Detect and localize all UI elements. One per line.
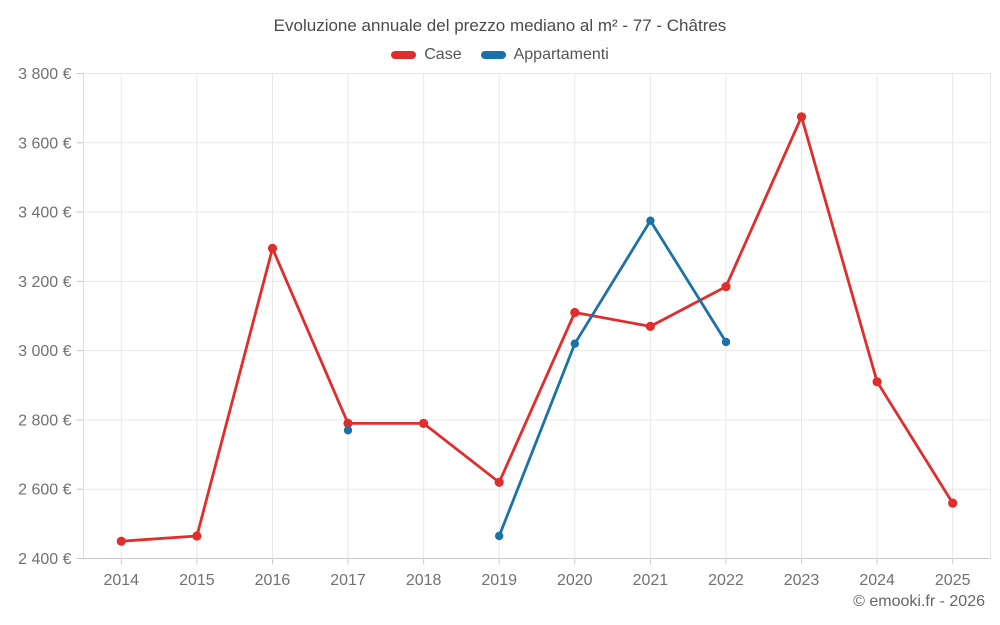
data-point-case[interactable] <box>192 531 202 541</box>
x-axis-label: 2025 <box>935 572 971 589</box>
x-axis-label: 2014 <box>103 572 139 589</box>
legend-swatch-case <box>391 51 417 59</box>
y-axis-label: 3 400 € <box>18 205 71 222</box>
x-axis-label: 2021 <box>633 572 669 589</box>
legend-item-case[interactable]: Case <box>391 46 462 64</box>
y-axis-label: 3 000 € <box>18 343 71 360</box>
legend-item-appartamenti[interactable]: Appartamenti <box>480 46 609 64</box>
attribution: © emooki.fr - 2026 <box>853 593 985 610</box>
x-axis-label: 2022 <box>708 572 744 589</box>
y-axis-label: 3 200 € <box>18 274 71 291</box>
data-point-case[interactable] <box>116 536 126 546</box>
data-point-appartamenti[interactable] <box>570 339 579 348</box>
data-point-case[interactable] <box>343 418 353 428</box>
data-point-case[interactable] <box>645 321 656 331</box>
x-axis-label: 2023 <box>784 572 820 589</box>
y-axis-label: 2 800 € <box>18 412 71 429</box>
data-point-case[interactable] <box>796 112 807 122</box>
data-point-appartamenti[interactable] <box>646 216 655 225</box>
data-point-appartamenti[interactable] <box>495 531 504 541</box>
y-axis-label: 3 600 € <box>18 135 71 152</box>
chart-title: Evoluzione annuale del prezzo mediano al… <box>273 16 727 35</box>
data-point-case[interactable] <box>570 307 580 318</box>
data-point-case[interactable] <box>267 243 278 253</box>
y-axis-label: 2 400 € <box>18 551 71 568</box>
x-axis-label: 2016 <box>255 572 291 589</box>
data-point-case[interactable] <box>872 377 882 387</box>
legend-swatch-appartamenti <box>480 51 506 59</box>
data-point-appartamenti[interactable] <box>343 426 353 435</box>
x-axis-label: 2018 <box>406 572 442 589</box>
data-point-case[interactable] <box>494 477 504 487</box>
x-axis-label: 2019 <box>481 572 517 589</box>
x-axis-label: 2024 <box>859 572 895 589</box>
x-axis-label: 2020 <box>557 572 593 589</box>
data-point-case[interactable] <box>419 418 429 428</box>
legend-label: Appartamenti <box>513 46 609 63</box>
x-axis-label: 2015 <box>179 572 215 589</box>
y-axis-label: 2 600 € <box>18 482 71 499</box>
legend-label: Case <box>424 46 462 63</box>
data-point-case[interactable] <box>948 498 958 508</box>
y-axis-label: 3 800 € <box>18 66 71 83</box>
legend: Case Appartamenti <box>0 46 1000 64</box>
x-axis-label: 2017 <box>330 572 366 589</box>
series-line-case <box>119 115 955 543</box>
series-line-appartamenti <box>497 219 728 538</box>
data-point-case[interactable] <box>721 282 731 292</box>
data-point-appartamenti[interactable] <box>721 337 731 347</box>
